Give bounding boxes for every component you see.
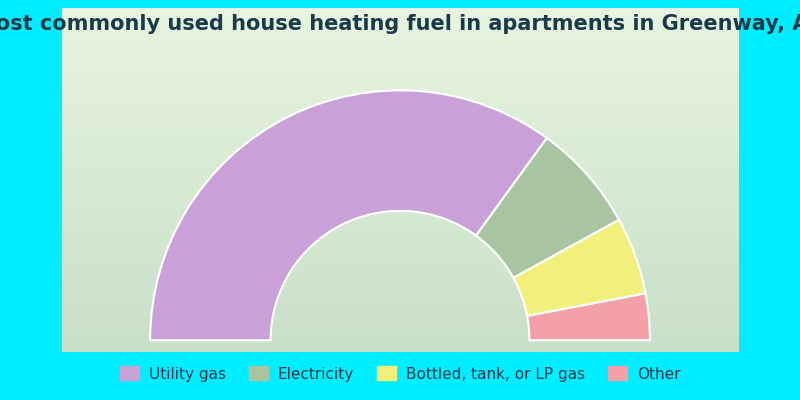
Wedge shape [150,90,547,340]
Wedge shape [476,138,619,278]
Wedge shape [527,294,650,340]
Legend: Utility gas, Electricity, Bottled, tank, or LP gas, Other: Utility gas, Electricity, Bottled, tank,… [114,360,686,388]
Text: Most commonly used house heating fuel in apartments in Greenway, AR: Most commonly used house heating fuel in… [0,14,800,34]
Wedge shape [514,220,646,316]
